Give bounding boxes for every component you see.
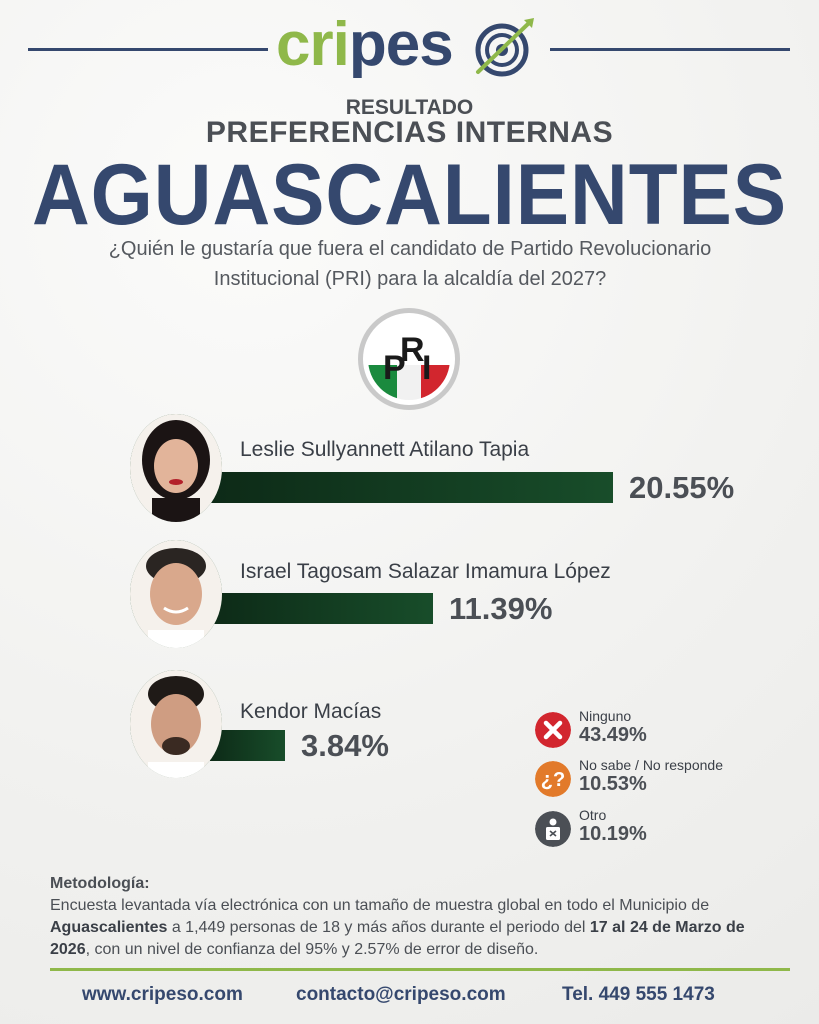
pri-logo: P R I <box>358 308 460 410</box>
methodology-text-1: Encuesta levantada vía electrónica con u… <box>50 897 710 914</box>
methodology: Metodología: Encuesta levantada vía elec… <box>50 873 772 961</box>
bar-value-label-leslie: 20.55% <box>629 470 735 505</box>
kicker: RESULTADO <box>345 96 474 119</box>
methodology-text-2: a 1,449 personas de 18 y más años durant… <box>167 919 590 936</box>
methodology-place: Aguascalientes <box>50 919 168 936</box>
methodology-heading: Metodología: <box>50 875 150 892</box>
option-label: No sabe / No responde <box>579 757 723 773</box>
pri-letter-p: P <box>383 349 406 387</box>
option-value: 10.19% <box>579 823 647 845</box>
brand-logo: cripes <box>276 8 536 88</box>
brand-wordmark-c: c <box>276 10 310 79</box>
bar-value-label-kendor: 3.84% <box>301 728 389 763</box>
svg-text:¿?: ¿? <box>541 769 565 791</box>
candidate-name-israel: Israel Tagosam Salazar Imamura López <box>240 560 611 583</box>
survey-question-line-1: ¿Quién le gustaría que fuera el candidat… <box>108 238 712 260</box>
footer-divider <box>50 968 790 971</box>
candidate-photo-israel <box>130 540 222 648</box>
brand-wordmark-pes: pes <box>348 10 454 79</box>
candidate-photo-leslie <box>130 414 222 522</box>
footer-email-link[interactable]: contacto@cripeso.com <box>296 984 506 1005</box>
header-line-left <box>28 48 268 51</box>
pri-letter-i: I <box>422 349 431 387</box>
candidate-name-leslie: Leslie Sullyannett Atilano Tapia <box>240 438 530 461</box>
brand-wordmark-ri: ri <box>309 10 349 79</box>
header-line-right <box>550 48 790 51</box>
bar-kendor <box>210 730 285 761</box>
option-label: Ninguno <box>579 708 632 724</box>
option-label: Otro <box>579 807 607 823</box>
page-title: AGUASCALIENTES <box>31 147 788 243</box>
option-value: 10.53% <box>579 773 647 795</box>
candidate-name-kendor: Kendor Macías <box>240 700 382 723</box>
methodology-text-3: , con un nivel de confianza del 95% y 2.… <box>85 941 539 958</box>
survey-question-line-2: Institucional (PRI) para la alcaldía del… <box>213 268 607 290</box>
option-value: 43.49% <box>579 724 647 746</box>
bar-value-label-israel: 11.39% <box>449 591 553 626</box>
candidate-photo-kendor <box>130 670 222 778</box>
footer-website-link[interactable]: www.cripeso.com <box>82 984 243 1005</box>
ballot-icon <box>535 811 571 847</box>
target-icon <box>475 18 534 77</box>
subtitle: PREFERENCIAS INTERNAS <box>205 116 614 149</box>
question-icon: ¿? <box>535 761 571 797</box>
pri-letter-r: R <box>400 331 425 369</box>
bar-israel <box>210 593 433 624</box>
footer-phone[interactable]: Tel. 449 555 1473 <box>562 984 715 1005</box>
x-icon <box>535 712 571 748</box>
survey-question: ¿Quién le gustaría que fuera el candidat… <box>60 234 760 294</box>
brand-wordmark: cripes <box>276 10 454 80</box>
methodology-period: 17 al 24 de Marzo de 2026 <box>50 919 745 958</box>
bar-leslie <box>210 472 613 503</box>
